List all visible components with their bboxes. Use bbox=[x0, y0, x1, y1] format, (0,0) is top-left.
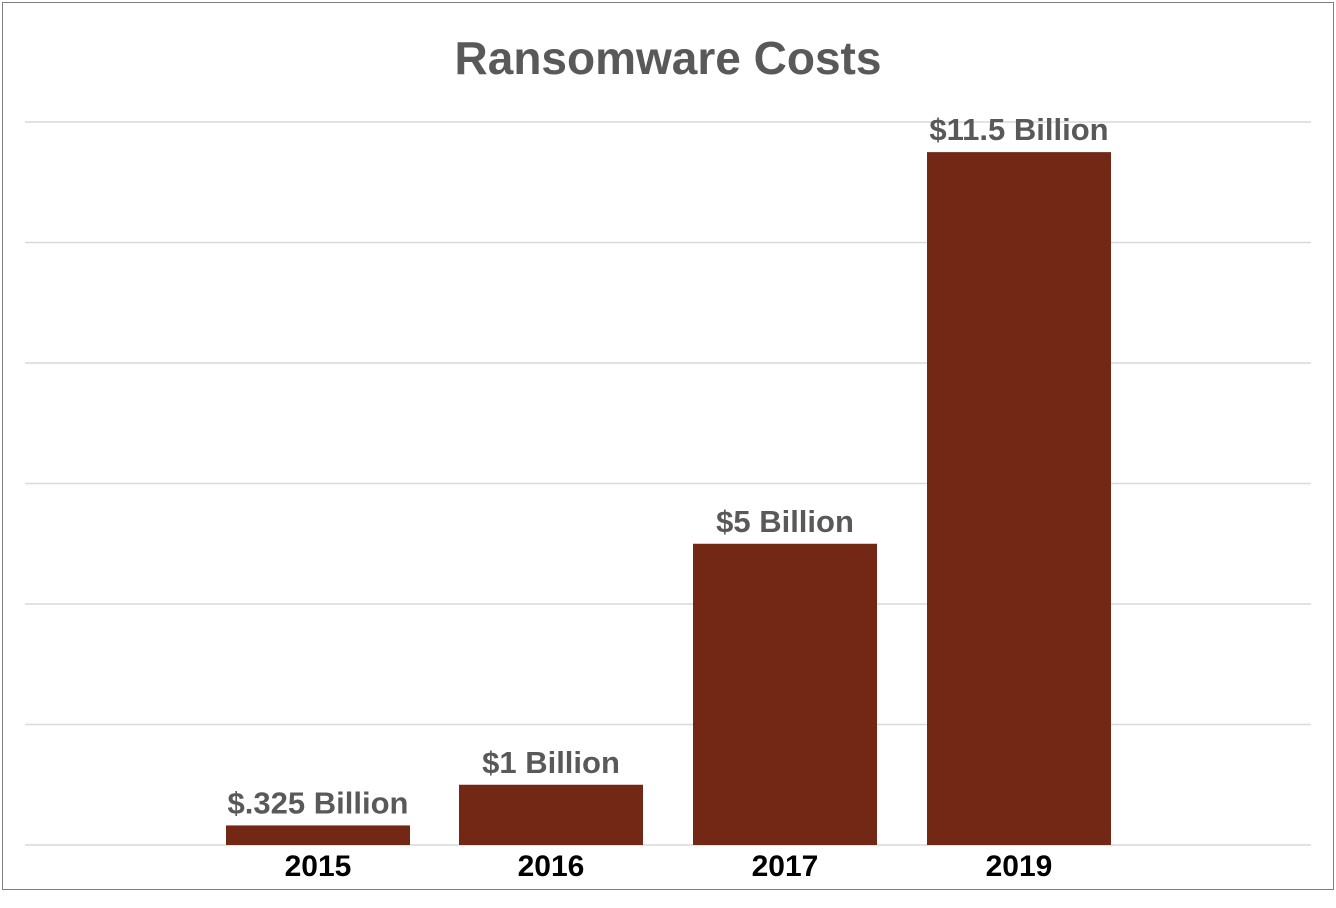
bar-2017 bbox=[693, 543, 877, 845]
data-label-2017: $5 Billion bbox=[716, 504, 854, 539]
bar-2019 bbox=[927, 152, 1111, 845]
chart-frame: Ransomware Costs $.325 Billion $1 Billion… bbox=[2, 2, 1334, 890]
data-label-2015: $.325 Billion bbox=[228, 785, 409, 820]
data-label-2019: $11.5 Billion bbox=[929, 112, 1108, 147]
bars bbox=[226, 152, 1111, 845]
x-tick-label-2017: 2017 bbox=[752, 850, 819, 883]
bar-chart: Ransomware Costs $.325 Billion $1 Billion… bbox=[25, 32, 1311, 883]
bar-2015 bbox=[226, 825, 410, 845]
x-tick-label-2019: 2019 bbox=[986, 850, 1053, 883]
x-tick-label-2015: 2015 bbox=[285, 850, 352, 883]
bar-2016 bbox=[459, 784, 643, 845]
chart-title: Ransomware Costs bbox=[455, 32, 882, 84]
data-labels: $.325 Billion $1 Billion $5 Billion $11.5 B… bbox=[228, 112, 1109, 820]
data-label-2016: $1 Billion bbox=[482, 745, 620, 780]
x-tick-label-2016: 2016 bbox=[518, 850, 585, 883]
gridlines bbox=[25, 121, 1311, 846]
x-axis-tick-labels: 2015 2016 2017 2019 bbox=[285, 850, 1053, 883]
